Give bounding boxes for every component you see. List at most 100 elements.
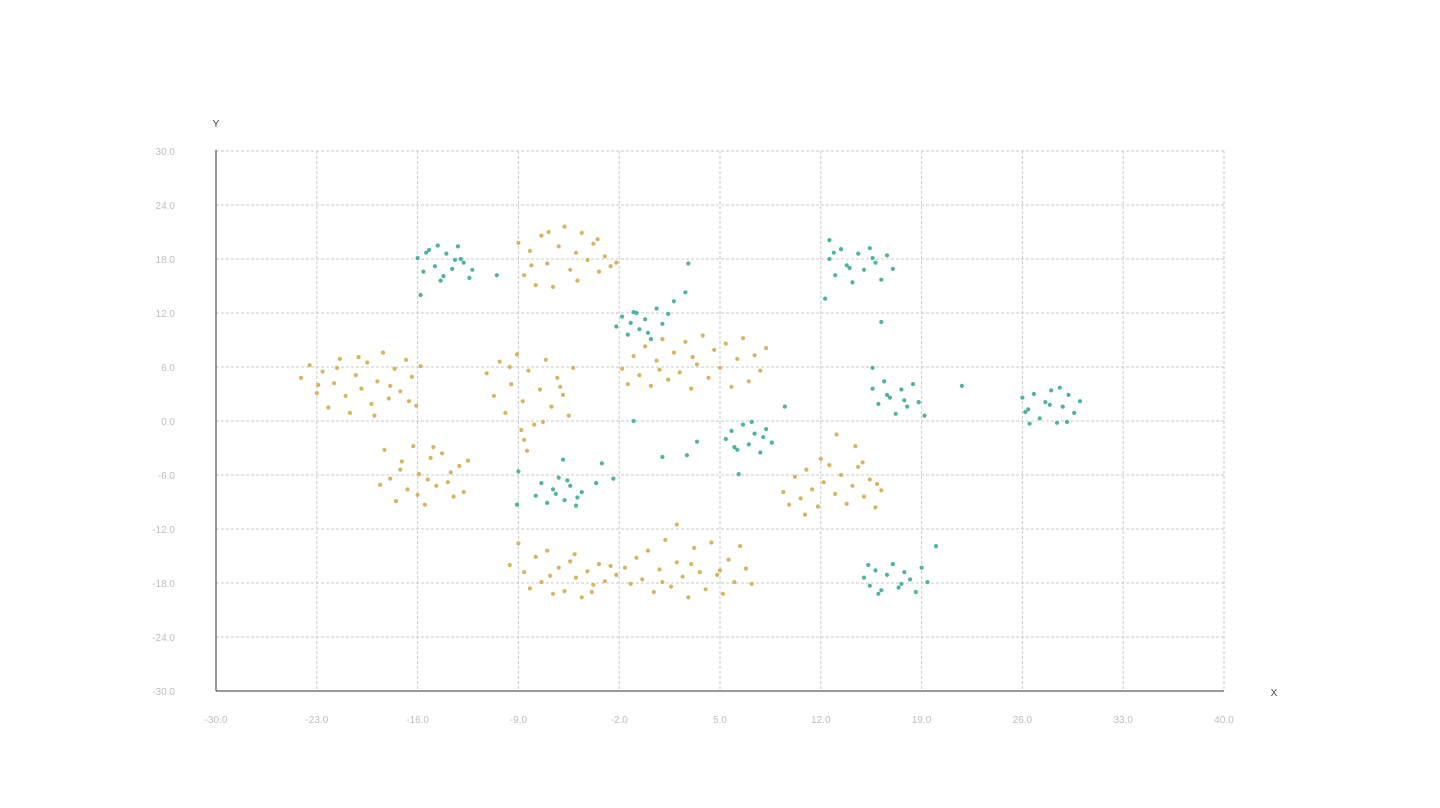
data-point bbox=[434, 483, 439, 488]
data-point bbox=[507, 562, 512, 568]
data-point bbox=[431, 445, 436, 450]
data-point bbox=[657, 567, 662, 572]
data-point bbox=[908, 577, 913, 582]
data-point bbox=[631, 354, 636, 359]
data-point bbox=[589, 589, 594, 595]
data-point bbox=[847, 265, 852, 271]
data-point bbox=[732, 580, 737, 585]
data-point bbox=[735, 356, 740, 361]
data-point bbox=[399, 459, 404, 464]
data-point bbox=[1057, 385, 1062, 390]
data-point bbox=[913, 589, 918, 595]
data-point bbox=[1064, 419, 1070, 424]
data-point bbox=[792, 474, 798, 479]
data-point bbox=[640, 577, 645, 582]
data-point bbox=[746, 379, 751, 384]
data-point bbox=[545, 548, 550, 553]
data-point bbox=[353, 373, 358, 378]
data-point bbox=[643, 317, 648, 322]
data-point bbox=[602, 254, 607, 259]
data-point bbox=[860, 460, 865, 465]
data-point bbox=[787, 502, 792, 507]
data-point bbox=[879, 277, 884, 282]
data-point bbox=[316, 382, 321, 388]
y-tick-label: 24.0 bbox=[156, 201, 176, 212]
data-point bbox=[450, 266, 455, 271]
data-point bbox=[645, 548, 651, 553]
data-point bbox=[573, 250, 579, 255]
x-tick-label: 5.0 bbox=[713, 715, 727, 726]
x-tick-label: -2.0 bbox=[611, 715, 629, 726]
data-point bbox=[388, 476, 393, 481]
data-point bbox=[752, 431, 757, 436]
data-point bbox=[438, 278, 443, 283]
data-point bbox=[461, 260, 466, 265]
data-point bbox=[876, 401, 881, 406]
data-point bbox=[660, 337, 665, 342]
data-point bbox=[415, 492, 420, 497]
data-point bbox=[743, 566, 749, 571]
data-point bbox=[568, 267, 573, 272]
data-point bbox=[899, 581, 904, 587]
data-point bbox=[526, 368, 531, 373]
data-point bbox=[810, 487, 815, 492]
data-point bbox=[666, 377, 671, 382]
x-tick-label: -16.0 bbox=[406, 715, 429, 726]
data-point bbox=[1031, 391, 1036, 397]
data-point bbox=[660, 454, 665, 460]
data-point bbox=[671, 299, 677, 304]
data-point bbox=[723, 341, 728, 346]
x-tick-label: -9.0 bbox=[510, 715, 528, 726]
data-point bbox=[706, 375, 711, 380]
data-point bbox=[856, 464, 861, 469]
data-point bbox=[686, 595, 691, 600]
data-point bbox=[540, 419, 546, 424]
data-point bbox=[343, 393, 348, 398]
data-point bbox=[740, 336, 746, 341]
data-point bbox=[503, 410, 508, 415]
data-point bbox=[1066, 392, 1071, 397]
data-point bbox=[451, 494, 456, 499]
data-point bbox=[533, 283, 538, 288]
data-point bbox=[654, 306, 659, 311]
data-point bbox=[543, 357, 548, 362]
data-point bbox=[514, 352, 520, 357]
data-point bbox=[802, 512, 808, 517]
data-point bbox=[720, 591, 726, 596]
data-point bbox=[444, 251, 449, 256]
data-point bbox=[539, 580, 544, 585]
y-tick-label: -18.0 bbox=[152, 579, 175, 590]
data-point bbox=[625, 332, 630, 337]
data-point bbox=[660, 321, 665, 326]
data-point bbox=[815, 504, 821, 509]
data-point bbox=[620, 314, 625, 319]
data-point bbox=[558, 384, 563, 389]
data-point bbox=[873, 568, 878, 573]
data-point bbox=[879, 588, 884, 593]
data-point bbox=[467, 275, 472, 280]
data-point bbox=[634, 310, 639, 316]
data-point bbox=[749, 419, 754, 424]
data-point bbox=[769, 440, 774, 445]
data-point bbox=[409, 374, 414, 379]
data-point bbox=[425, 477, 430, 482]
data-point bbox=[959, 383, 965, 388]
data-point bbox=[573, 503, 579, 508]
y-tick-label: 6.0 bbox=[161, 363, 175, 374]
data-point bbox=[556, 565, 561, 570]
data-point bbox=[380, 350, 386, 355]
data-point bbox=[1054, 420, 1060, 425]
data-point bbox=[608, 264, 613, 269]
data-point bbox=[764, 427, 769, 432]
data-point bbox=[732, 445, 737, 450]
data-point bbox=[545, 261, 550, 266]
data-point bbox=[545, 500, 550, 505]
data-point bbox=[637, 327, 642, 332]
data-point bbox=[925, 580, 930, 585]
data-point bbox=[440, 451, 445, 456]
data-point bbox=[1023, 409, 1028, 415]
data-point bbox=[692, 545, 697, 551]
data-point bbox=[418, 364, 423, 369]
data-point bbox=[833, 491, 838, 496]
